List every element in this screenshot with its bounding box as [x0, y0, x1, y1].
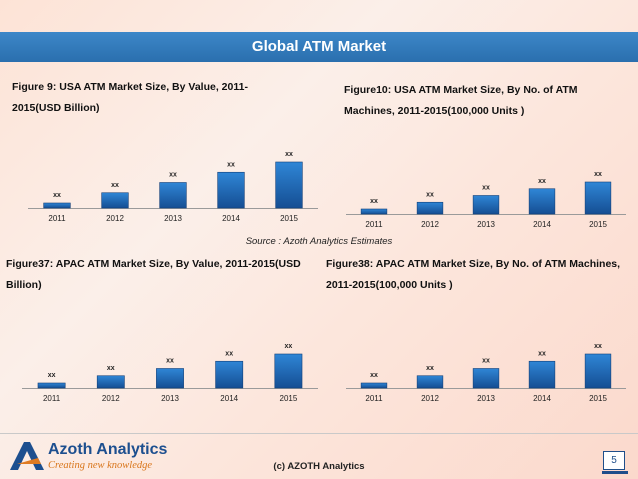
tick-label-2014: 2014 — [533, 220, 551, 229]
data-label-2011: xx — [370, 198, 378, 205]
data-label-2013: xx — [482, 358, 490, 365]
tick-label-2013: 2013 — [161, 394, 179, 403]
data-label-2013: xx — [166, 358, 174, 365]
data-label-2012: xx — [426, 191, 434, 198]
bar-2014 — [217, 171, 245, 209]
data-label-2015: xx — [285, 151, 293, 158]
bar-2013 — [472, 195, 500, 215]
tick-label-2013: 2013 — [477, 220, 495, 229]
data-label-2015: xx — [594, 171, 602, 178]
source-note: Source : Azoth Analytics Estimates — [245, 236, 393, 247]
page-title: Global ATM Market — [0, 32, 638, 62]
data-label-2014: xx — [227, 161, 235, 168]
bar-2015 — [584, 353, 612, 389]
chart-2-title: Figure10: USA ATM Market Size, By No. of… — [344, 80, 630, 122]
tick-label-2014: 2014 — [220, 394, 238, 403]
tick-label-2014: 2014 — [222, 214, 240, 223]
data-label-2014: xx — [225, 350, 233, 357]
chart-apac-machines: xx 2011 xx 2012 xx 2013 xx 2014 xx 2015 — [346, 343, 626, 403]
bar-2011 — [360, 382, 388, 389]
bar-2011 — [37, 382, 66, 389]
data-label-2011: xx — [53, 192, 61, 199]
chart-apac-value: xx 2011 xx 2012 xx 2013 xx 2014 xx 2015 — [22, 343, 318, 403]
chart-2-title-line2: Machines, 2011-2015(100,000 Units ) — [344, 105, 525, 117]
tick-label-2015: 2015 — [280, 214, 298, 223]
tick-label-2011: 2011 — [365, 394, 383, 403]
chart-3-title-line2: Billion) — [6, 279, 42, 291]
tick-label-2015: 2015 — [589, 220, 607, 229]
chart-1-title-line2: 2015(USD Billion) — [12, 102, 100, 114]
chart-2-title-line1: Figure10: USA ATM Market Size, By No. of… — [344, 84, 578, 96]
tick-label-2015: 2015 — [280, 394, 298, 403]
bar-2013 — [156, 368, 184, 389]
data-label-2015: xx — [594, 343, 602, 350]
chart-4-title-line1: Figure38: APAC ATM Market Size, By No. o… — [326, 258, 621, 270]
tick-label-2011: 2011 — [43, 394, 61, 403]
chart-3-title: Figure37: APAC ATM Market Size, By Value… — [6, 254, 316, 296]
bar-2013 — [472, 368, 500, 389]
data-label-2012: xx — [426, 365, 434, 372]
data-label-2013: xx — [169, 172, 177, 179]
page-number-underline — [602, 471, 628, 474]
tick-label-2012: 2012 — [106, 214, 124, 223]
tick-label-2012: 2012 — [102, 394, 120, 403]
chart-usa-value: xx 2011 xx 2012 xx 2013 xx 2014 xx 2015 — [28, 151, 318, 223]
brand-name: Azoth Analytics — [48, 441, 168, 458]
bar-2012 — [96, 375, 125, 389]
page-number: 5 — [603, 451, 625, 470]
chart-usa-machines: xx 2011 xx 2012 xx 2013 xx 2014 xx 2015 — [346, 171, 626, 229]
bar-2015 — [274, 353, 303, 389]
bar-2012 — [416, 201, 444, 215]
tick-label-2013: 2013 — [477, 394, 495, 403]
azoth-logo-icon — [10, 442, 44, 470]
copyright: (c) AZOTH Analytics — [273, 461, 365, 472]
data-label-2015: xx — [285, 343, 293, 350]
brand-tagline: Creating new knowledge — [48, 460, 153, 471]
bar-2014 — [215, 360, 244, 389]
bar-2014 — [528, 188, 556, 215]
bar-2011 — [43, 202, 71, 209]
bar-2012 — [416, 375, 444, 389]
bar-2011 — [360, 208, 388, 215]
tick-label-2011: 2011 — [365, 220, 383, 229]
tick-label-2013: 2013 — [164, 214, 182, 223]
data-label-2013: xx — [482, 185, 490, 192]
data-label-2014: xx — [538, 178, 546, 185]
tick-label-2012: 2012 — [421, 220, 439, 229]
footer-divider — [0, 433, 638, 434]
tick-label-2012: 2012 — [421, 394, 439, 403]
tick-label-2014: 2014 — [533, 394, 551, 403]
bar-2015 — [584, 181, 612, 215]
chart-1-title: Figure 9: USA ATM Market Size, By Value,… — [12, 77, 310, 119]
chart-4-title-line2: 2011-2015(100,000 Units ) — [326, 279, 453, 291]
bar-2015 — [275, 161, 303, 209]
tick-label-2011: 2011 — [48, 214, 66, 223]
data-label-2012: xx — [107, 365, 115, 372]
data-label-2011: xx — [48, 372, 56, 379]
bar-2014 — [528, 360, 556, 389]
data-label-2012: xx — [111, 182, 119, 189]
chart-1-title-line1: Figure 9: USA ATM Market Size, By Value,… — [12, 81, 248, 93]
data-label-2011: xx — [370, 372, 378, 379]
bar-2012 — [101, 192, 129, 209]
chart-4-title: Figure38: APAC ATM Market Size, By No. o… — [326, 254, 634, 296]
data-label-2014: xx — [538, 350, 546, 357]
chart-3-title-line1: Figure37: APAC ATM Market Size, By Value… — [6, 258, 301, 270]
tick-label-2015: 2015 — [589, 394, 607, 403]
bar-2013 — [159, 182, 187, 209]
